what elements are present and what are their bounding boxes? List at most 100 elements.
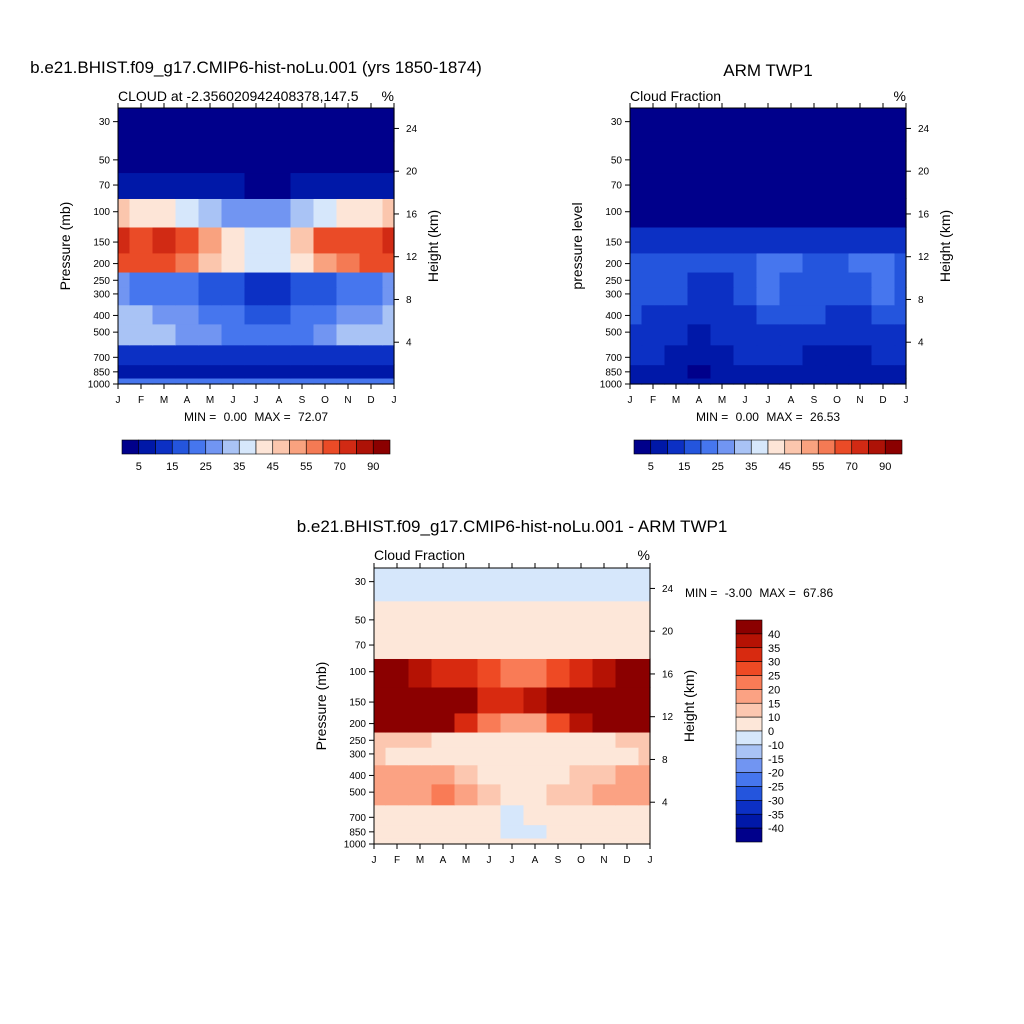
diff-cell — [454, 747, 479, 766]
obs-cell — [848, 108, 873, 142]
colorbar-box — [667, 439, 685, 455]
model-cell — [267, 344, 292, 366]
diff-cell — [615, 764, 640, 785]
colorbar-box — [735, 730, 763, 746]
diff-cell — [477, 632, 502, 659]
diff-y2tick-label: 12 — [662, 712, 674, 723]
model-cell — [382, 304, 395, 325]
colorbar-label: 15 — [768, 698, 780, 710]
model-cell — [175, 377, 200, 385]
diff-cell — [408, 804, 433, 826]
obs-cell — [825, 252, 850, 273]
obs-cell — [630, 271, 643, 288]
diff-xtick-label: J — [372, 855, 377, 866]
diff-cell — [523, 824, 548, 839]
colorbar-box — [801, 439, 819, 455]
obs-cell — [641, 198, 666, 228]
diff-cell — [638, 712, 651, 733]
obs-cell — [733, 252, 758, 273]
model-cell — [221, 344, 246, 366]
model-cell — [267, 377, 292, 385]
obs-cell — [825, 377, 850, 385]
diff-cell — [385, 804, 410, 826]
panel-diff-minmax: MIN = -3.00 MAX = 67.86 — [685, 586, 833, 600]
colorbar-box — [735, 800, 763, 815]
model-xtick-label: M — [160, 395, 168, 406]
obs-cell — [641, 271, 666, 288]
model-cell — [359, 323, 384, 346]
model-cell — [359, 172, 384, 199]
colorbar-label: 90 — [879, 461, 891, 473]
model-cell — [244, 172, 269, 199]
diff-cell — [374, 837, 387, 845]
colorbar-box — [735, 758, 763, 773]
obs-cell — [825, 344, 850, 366]
colorbar-box — [372, 439, 391, 455]
colorbar-label: 25 — [712, 461, 724, 473]
obs-cell — [756, 226, 781, 254]
obs-cell — [802, 252, 827, 273]
panel-diff: b.e21.BHIST.f09_g17.CMIP6-hist-noLu.001 … — [297, 517, 834, 866]
model-cell — [382, 252, 395, 273]
obs-cell — [641, 304, 666, 325]
colorbar-box — [735, 661, 763, 676]
obs-cell — [687, 304, 712, 325]
model-ytick-label: 30 — [99, 117, 111, 128]
obs-cell — [825, 108, 850, 142]
panel-model-axes: J F M A M J J A S O N D J 30 50 70 100 150 200 250 300 400 500… — [88, 103, 418, 406]
obs-cell — [825, 304, 850, 325]
diff-cell — [592, 764, 617, 785]
model-y2tick-label: 12 — [406, 252, 418, 263]
model-cell — [336, 226, 361, 254]
diff-cell — [500, 731, 525, 748]
diff-cell — [546, 804, 571, 826]
colorbar-label: 35 — [768, 643, 780, 655]
diff-y2tick-label: 24 — [662, 584, 674, 595]
obs-cell — [664, 377, 689, 385]
diff-xtick-label: M — [462, 855, 470, 866]
colorbar-label: 40 — [768, 629, 780, 641]
obs-cell — [871, 198, 896, 228]
obs-cell — [802, 226, 827, 254]
model-cell — [118, 140, 131, 174]
model-cell — [198, 377, 223, 385]
diff-cell — [592, 658, 617, 688]
obs-cell — [871, 377, 896, 385]
diff-xtick-label: J — [487, 855, 492, 866]
diff-ytick-label: 400 — [349, 771, 366, 782]
model-ytick-label: 1000 — [88, 380, 111, 391]
model-cell — [221, 287, 246, 306]
model-ytick-label: 500 — [93, 328, 110, 339]
model-cell — [152, 364, 177, 379]
obs-cell — [710, 226, 735, 254]
colorbar-label: 20 — [768, 684, 780, 696]
model-cell — [313, 344, 338, 366]
model-cell — [129, 287, 154, 306]
obs-cell — [664, 252, 689, 273]
diff-cell — [408, 837, 433, 845]
obs-cell — [630, 140, 643, 174]
obs-xtick-label: M — [672, 395, 680, 406]
obs-cell — [848, 304, 873, 325]
model-cell — [129, 323, 154, 346]
obs-cell — [779, 108, 804, 142]
panel-obs-left-subtitle: Cloud Fraction — [630, 88, 721, 104]
obs-cell — [733, 140, 758, 174]
model-xtick-label: D — [367, 395, 374, 406]
model-cell — [129, 304, 154, 325]
diff-cell — [385, 600, 410, 634]
diff-cell — [374, 712, 387, 733]
model-cell — [267, 287, 292, 306]
diff-cell — [374, 824, 387, 839]
model-cell — [313, 364, 338, 379]
obs-cell — [630, 108, 643, 142]
obs-cell — [641, 172, 666, 199]
diff-cell — [569, 731, 594, 748]
panel-obs-min-value: 0.00 — [736, 410, 760, 424]
obs-ytick-label: 1000 — [600, 380, 623, 391]
diff-cell — [408, 731, 433, 748]
diff-cell — [592, 632, 617, 659]
diff-cell — [615, 824, 640, 839]
obs-cell — [894, 108, 907, 142]
diff-cell — [592, 837, 617, 845]
